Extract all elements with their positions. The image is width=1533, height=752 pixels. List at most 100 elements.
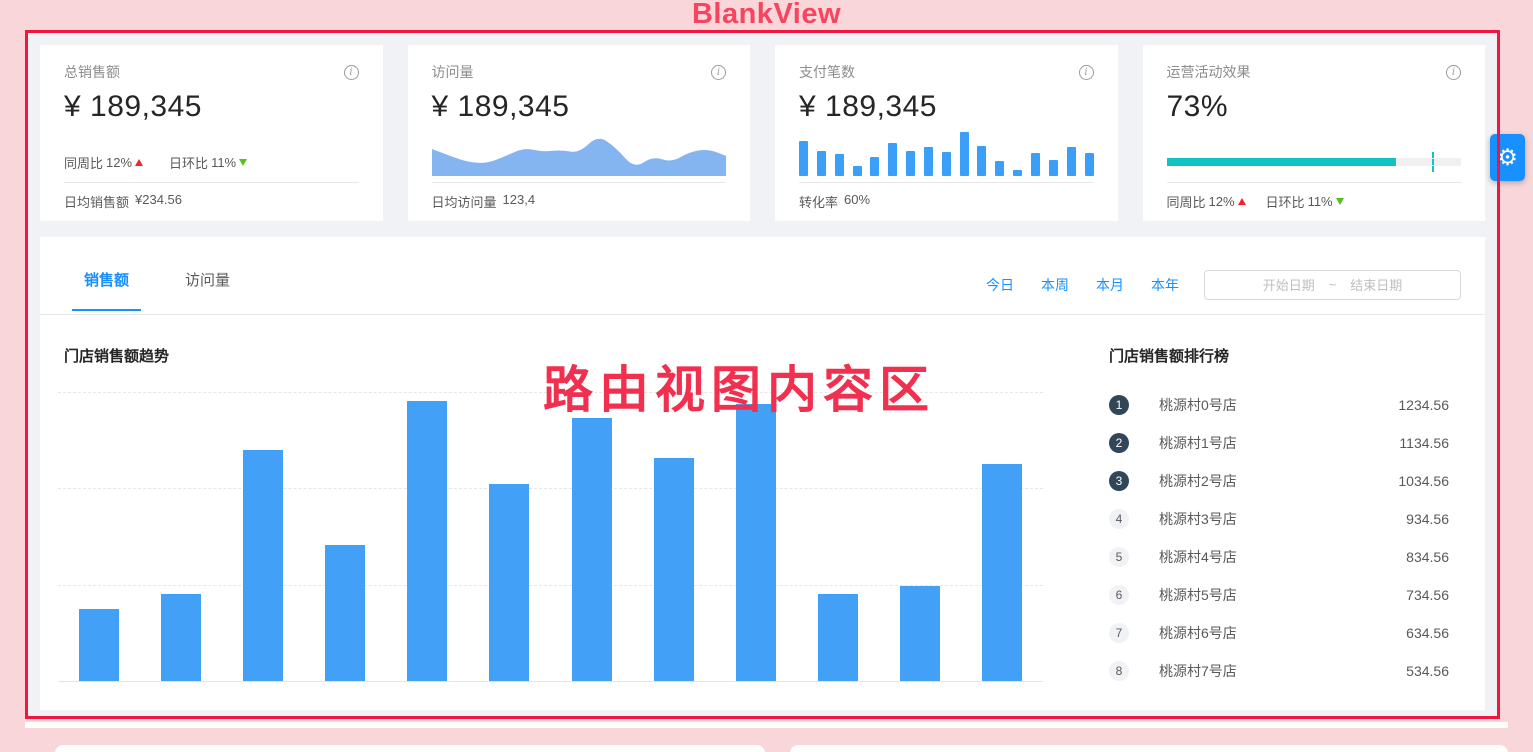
store-value: 1234.56 bbox=[1398, 397, 1449, 413]
date-range-picker[interactable]: 开始日期 ~ 结束日期 bbox=[1204, 269, 1461, 300]
info-icon[interactable]: i bbox=[1446, 64, 1461, 80]
card-footer: 转化率 60% bbox=[799, 192, 871, 210]
rank-badge: 8 bbox=[1109, 661, 1129, 681]
payments-bar bbox=[870, 157, 880, 176]
down-arrow-icon bbox=[239, 159, 248, 166]
payments-bar bbox=[1013, 170, 1023, 176]
payments-bar bbox=[941, 152, 951, 176]
down-arrow-icon bbox=[1335, 198, 1344, 205]
stat-value: ¥ 189,345 bbox=[799, 90, 937, 123]
trend-bars bbox=[58, 392, 1043, 681]
store-name: 桃源村0号店 bbox=[1159, 397, 1237, 413]
card-footer: 同周比 12% 日环比 11% bbox=[1167, 183, 1462, 211]
trend-bar bbox=[161, 594, 202, 681]
card-label: 支付笔数 bbox=[799, 64, 855, 80]
ranking-row: 4 桃源村3号店 934.56 bbox=[1109, 500, 1449, 538]
stat-value: ¥ 189,345 bbox=[431, 90, 570, 123]
rank-badge: 7 bbox=[1109, 623, 1129, 643]
stat-value: ¥ 189,345 bbox=[64, 90, 202, 123]
page-title: BlankView bbox=[691, 0, 842, 30]
quick-range-group: 今日 本周 本月 本年 bbox=[986, 275, 1179, 295]
up-arrow-icon bbox=[1237, 198, 1246, 205]
card-payments: 支付笔数 i ¥ 189,345 转化率 60% bbox=[775, 45, 1118, 221]
quick-range-link-2[interactable]: 本月 bbox=[1096, 276, 1124, 293]
rank-badge: 1 bbox=[1109, 395, 1129, 415]
payments-bar bbox=[799, 141, 808, 176]
visits-area-chart bbox=[431, 130, 726, 176]
info-icon[interactable]: i bbox=[343, 64, 359, 80]
ranking-row: 5 桃源村4号店 834.56 bbox=[1109, 538, 1449, 576]
trend-bar bbox=[489, 484, 530, 681]
stat-cards-row: 总销售额 i ¥ 189,345 同周比 12% 日环比 11% bbox=[40, 45, 1485, 221]
trend-bar bbox=[325, 545, 366, 681]
dod-metric: 日环比 11% bbox=[169, 153, 248, 172]
ranking-row: 3 桃源村2号店 1034.56 bbox=[1109, 462, 1449, 500]
settings-drawer-button[interactable]: ⚙ bbox=[1490, 134, 1525, 181]
payments-bar bbox=[1030, 153, 1040, 176]
store-value: 534.56 bbox=[1406, 663, 1449, 679]
store-name: 桃源村5号店 bbox=[1159, 587, 1237, 603]
store-value: 734.56 bbox=[1406, 587, 1449, 603]
card-footer: 日均访问量 123,4 bbox=[431, 192, 536, 210]
end-date-placeholder[interactable]: 结束日期 bbox=[1350, 278, 1403, 293]
tab-sales[interactable]: 销售额 bbox=[72, 259, 142, 311]
content-bottom-strip bbox=[25, 722, 1508, 728]
sales-panel: 销售额 访问量 今日 本周 本月 本年 开始日期 ~ 结束日期 门店销售额趋势 bbox=[40, 237, 1485, 710]
trend-chart-title: 门店销售额趋势 bbox=[64, 348, 170, 365]
quick-range-link-3[interactable]: 本年 bbox=[1151, 276, 1179, 293]
store-name: 桃源村2号店 bbox=[1159, 473, 1237, 489]
info-icon[interactable]: i bbox=[1078, 64, 1094, 80]
trend-bar bbox=[981, 464, 1022, 681]
payments-bar bbox=[923, 147, 933, 176]
payments-bar bbox=[906, 151, 916, 176]
trend-bar bbox=[79, 608, 120, 681]
gridline bbox=[58, 584, 1043, 586]
gridline bbox=[58, 392, 1043, 393]
ranking-title: 门店销售额排行榜 bbox=[1109, 348, 1230, 365]
wow-metric: 同周比 12% bbox=[1167, 192, 1246, 211]
store-name: 桃源村7号店 bbox=[1159, 663, 1237, 679]
store-name: 桃源村1号店 bbox=[1159, 435, 1237, 451]
date-separator: ~ bbox=[1328, 277, 1337, 292]
store-value: 934.56 bbox=[1406, 511, 1449, 527]
payments-bar bbox=[816, 151, 826, 176]
divider bbox=[799, 182, 1094, 183]
payments-bar bbox=[852, 166, 862, 176]
trend-bar bbox=[653, 458, 694, 681]
payments-bar bbox=[995, 161, 1005, 176]
trend-chart bbox=[58, 392, 1043, 682]
tab-visits[interactable]: 访问量 bbox=[185, 272, 231, 289]
store-name: 桃源村4号店 bbox=[1159, 549, 1237, 565]
store-name: 桃源村3号店 bbox=[1159, 511, 1237, 527]
divider bbox=[431, 182, 726, 183]
ranking-row: 6 桃源村5号店 734.56 bbox=[1109, 576, 1449, 614]
rank-badge: 6 bbox=[1109, 585, 1129, 605]
quick-range-link-0[interactable]: 今日 bbox=[986, 276, 1014, 293]
trend-bar bbox=[571, 418, 612, 681]
trend-chart-section: 门店销售额趋势 bbox=[40, 315, 1070, 690]
ranking-row: 7 桃源村6号店 634.56 bbox=[1109, 614, 1449, 652]
info-icon[interactable]: i bbox=[711, 64, 726, 80]
ranking-list: 1 桃源村0号店 1234.56 2 桃源村1号店 1134.56 3 桃源村2号店 1034.… bbox=[1109, 386, 1449, 690]
payments-bar bbox=[834, 154, 844, 176]
start-date-placeholder[interactable]: 开始日期 bbox=[1262, 278, 1315, 293]
ranking-row: 1 桃源村0号店 1234.56 bbox=[1109, 386, 1449, 424]
quick-range-link-1[interactable]: 本周 bbox=[1041, 276, 1069, 293]
payments-sparkline bbox=[799, 130, 1094, 176]
rank-badge: 3 bbox=[1109, 471, 1129, 491]
rank-badge: 4 bbox=[1109, 509, 1129, 529]
card-visits: 访问量 i ¥ 189,345 日均访问量 123,4 bbox=[407, 45, 750, 221]
store-value: 1034.56 bbox=[1398, 473, 1449, 489]
payments-bar bbox=[1048, 160, 1058, 176]
payments-bar bbox=[888, 143, 898, 176]
rank-badge: 5 bbox=[1109, 547, 1129, 567]
gear-icon: ⚙ bbox=[1497, 144, 1518, 170]
route-view-content: 总销售额 i ¥ 189,345 同周比 12% 日环比 11% bbox=[25, 30, 1500, 719]
divider bbox=[64, 182, 359, 183]
trend-bar bbox=[735, 403, 776, 681]
payments-bar bbox=[959, 132, 969, 176]
store-value: 634.56 bbox=[1406, 625, 1449, 641]
card-label: 总销售额 bbox=[64, 64, 120, 80]
next-row-card bbox=[790, 745, 1508, 752]
